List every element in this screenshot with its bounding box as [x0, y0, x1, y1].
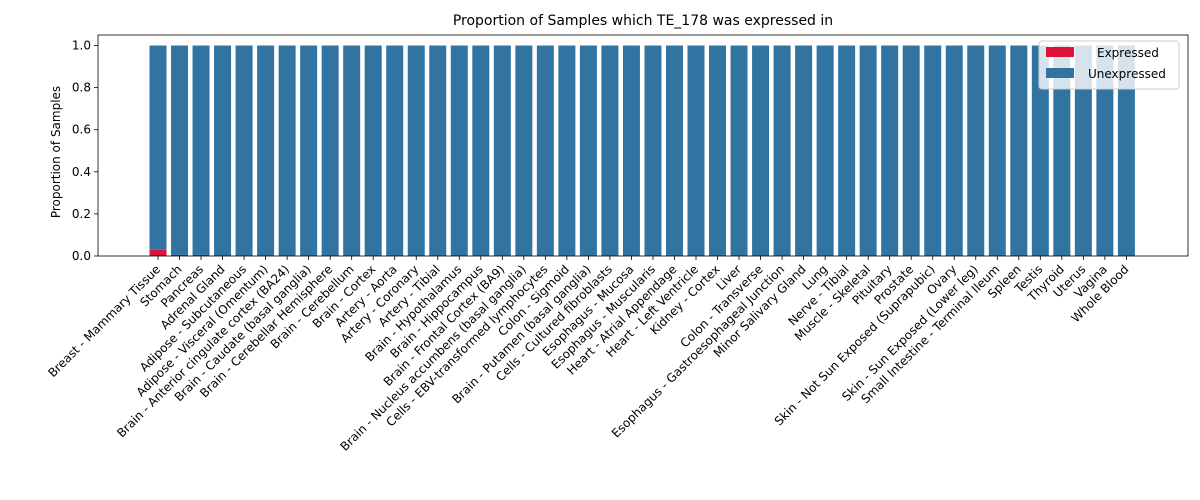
bar-expressed-2 [192, 254, 210, 256]
bar-unexpressed-16 [493, 45, 511, 256]
bar-expressed-1 [171, 254, 189, 256]
bar-unexpressed-40 [1010, 45, 1028, 256]
bar-unexpressed-4 [235, 45, 253, 256]
bar-unexpressed-24 [665, 45, 683, 256]
legend-swatch-unexpressed [1046, 68, 1074, 78]
y-tick-label: 0.4 [72, 165, 91, 179]
plot-frame [97, 34, 1189, 257]
y-axis-label: Proportion of Samples [49, 86, 63, 218]
legend-swatch-expressed [1046, 47, 1074, 57]
bar-unexpressed-7 [300, 45, 318, 256]
bars [149, 45, 1135, 256]
bar-unexpressed-9 [343, 45, 361, 256]
bar-unexpressed-28 [752, 45, 770, 256]
bar-unexpressed-33 [859, 45, 877, 256]
bar-unexpressed-1 [171, 45, 189, 255]
x-axis-ticks: Breast - Mammary TissueStomachPancreasAd… [45, 256, 1132, 454]
bar-unexpressed-31 [816, 45, 834, 256]
bar-unexpressed-11 [386, 45, 404, 256]
y-tick-label: 0.0 [72, 249, 91, 263]
y-tick-label: 0.2 [72, 207, 91, 221]
bar-unexpressed-2 [192, 45, 210, 255]
bar-unexpressed-12 [407, 45, 425, 256]
bar-unexpressed-45 [1117, 45, 1135, 256]
bar-unexpressed-39 [988, 45, 1006, 256]
bar-unexpressed-17 [515, 45, 533, 256]
bar-expressed-0 [149, 249, 167, 256]
bar-unexpressed-32 [838, 45, 856, 256]
bar-unexpressed-13 [429, 45, 447, 256]
y-tick-label: 1.0 [72, 39, 91, 53]
bar-unexpressed-18 [536, 45, 554, 256]
y-tick-label: 0.8 [72, 81, 91, 95]
bar-unexpressed-3 [214, 45, 232, 256]
bar-unexpressed-5 [257, 45, 275, 256]
bar-unexpressed-35 [902, 45, 920, 256]
bar-unexpressed-34 [881, 45, 899, 256]
bar-unexpressed-8 [321, 45, 339, 256]
bar-unexpressed-37 [945, 45, 963, 256]
bar-unexpressed-0 [149, 45, 167, 250]
bar-unexpressed-38 [967, 45, 985, 256]
bar-unexpressed-19 [558, 45, 576, 256]
bar-unexpressed-27 [730, 45, 748, 256]
bar-unexpressed-10 [364, 45, 382, 256]
y-axis-ticks: 0.0 0.2 0.4 0.6 0.8 1.0 [72, 39, 98, 263]
bar-unexpressed-41 [1031, 45, 1049, 256]
bar-unexpressed-21 [601, 45, 619, 256]
bar-unexpressed-14 [450, 45, 468, 256]
bar-unexpressed-29 [773, 45, 791, 256]
y-tick-label: 0.6 [72, 123, 91, 137]
bar-unexpressed-36 [924, 45, 942, 256]
bar-unexpressed-6 [278, 45, 296, 256]
legend-label-unexpressed: Unexpressed [1088, 67, 1166, 81]
bar-unexpressed-22 [622, 45, 640, 256]
bar-unexpressed-43 [1074, 45, 1092, 256]
legend: Expressed Unexpressed [1038, 40, 1180, 90]
bar-unexpressed-44 [1096, 45, 1114, 256]
bar-unexpressed-30 [795, 45, 813, 256]
bar-unexpressed-15 [472, 45, 490, 256]
bar-unexpressed-26 [709, 45, 727, 256]
bar-unexpressed-25 [687, 45, 705, 256]
chart-title: Proportion of Samples which TE_178 was e… [453, 13, 833, 29]
bar-unexpressed-20 [579, 45, 597, 256]
bar-unexpressed-42 [1053, 45, 1071, 256]
bar-unexpressed-23 [644, 45, 662, 256]
legend-label-expressed: Expressed [1097, 46, 1159, 60]
